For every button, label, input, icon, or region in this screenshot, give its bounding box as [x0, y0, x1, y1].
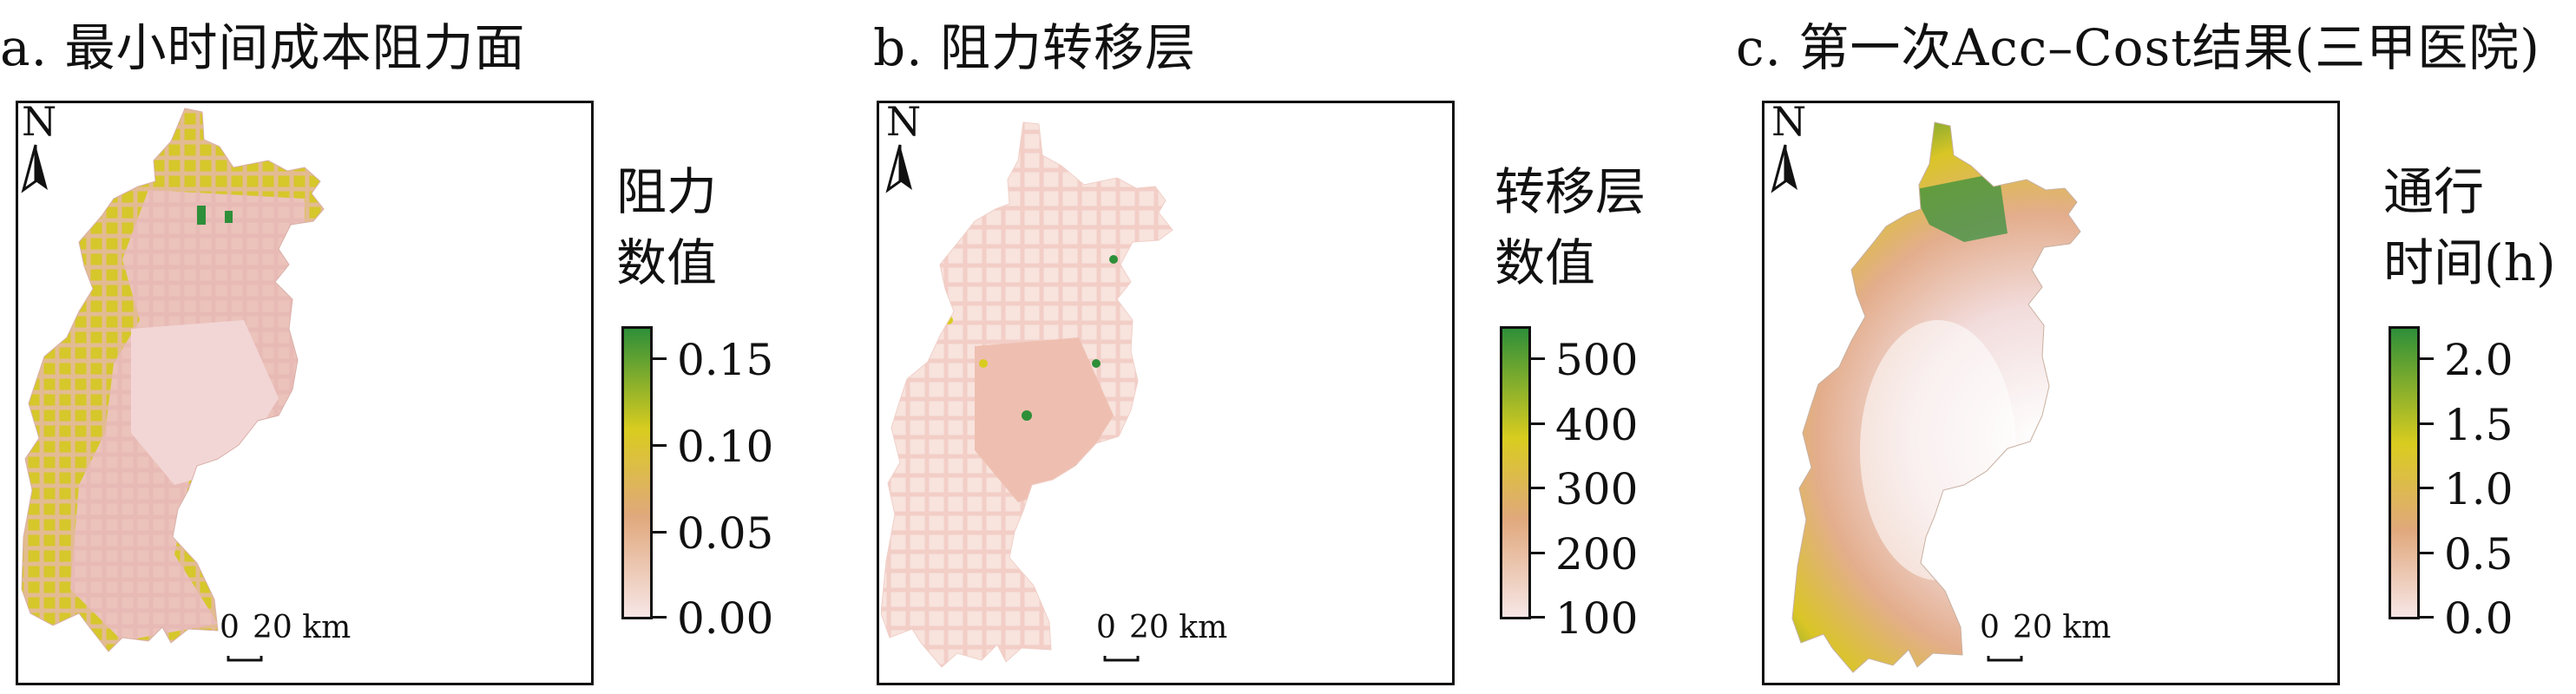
legend-a-title-line2: 数值 — [616, 233, 718, 292]
panel-b: b. 阻力转移层 — [873, 0, 1732, 694]
colorbar-c — [2389, 326, 2420, 619]
scale-bar — [1987, 656, 2023, 662]
legend-a-tick-2: 0.05 — [677, 508, 774, 559]
panel-a-map-frame: N 0 20 km — [16, 101, 594, 685]
north-arrow-icon — [1771, 144, 1797, 193]
north-label: N — [1771, 101, 1807, 145]
legend-c-title-line2: 时间(h) — [2383, 233, 2556, 292]
panel-a-map — [21, 108, 325, 662]
legend-a-title-line1: 阻力 — [616, 162, 718, 221]
scale-bar — [227, 656, 263, 662]
legend-c-tick-3: 0.5 — [2444, 529, 2514, 579]
legend-a-tick-1: 0.10 — [677, 422, 774, 472]
north-arrow-icon — [885, 144, 912, 193]
panel-a-title: a. 最小时间成本阻力面 — [0, 18, 526, 77]
scale-end-label: 20 km — [253, 610, 352, 645]
scale-bar — [1103, 656, 1140, 662]
legend-a-tick-3: 0.00 — [677, 593, 774, 644]
legend-c-title-line1: 通行 — [2383, 162, 2485, 221]
colorbar-a — [621, 326, 653, 619]
scale-start-label: 0 — [1980, 610, 2000, 645]
panel-c-map-frame: N 0 20 km — [1762, 101, 2340, 685]
legend-c-tick-0: 2.0 — [2444, 335, 2514, 385]
legend-b-title-line1: 转移层 — [1495, 162, 1646, 221]
north-arrow-icon — [21, 144, 48, 193]
panel-c-map — [1771, 121, 2081, 673]
legend-c-tick-1: 1.5 — [2444, 400, 2514, 450]
scale-start-label: 0 — [1096, 610, 1116, 645]
legend-b-tick-0: 500 — [1555, 335, 1639, 385]
scale-end-label: 20 km — [1129, 610, 1228, 645]
colorbar-b — [1500, 326, 1531, 619]
legend-b-tick-1: 400 — [1555, 400, 1639, 450]
panel-b-title: b. 阻力转移层 — [873, 18, 1197, 77]
legend-a-tick-0: 0.15 — [677, 335, 774, 385]
legend-b-tick-2: 300 — [1555, 464, 1639, 514]
panel-c-title: c. 第一次Acc–Cost结果(三甲医院) — [1736, 18, 2540, 77]
scale-start-label: 0 — [220, 610, 240, 645]
scale-end-label: 20 km — [2013, 610, 2112, 645]
panel-b-map — [880, 121, 1173, 668]
legend-b-title-line2: 数值 — [1495, 233, 1596, 292]
panel-c: c. 第一次Acc–Cost结果(三甲医院) — [1736, 0, 2576, 694]
north-label: N — [22, 101, 57, 145]
legend-b-tick-4: 100 — [1555, 593, 1639, 644]
panel-b-map-frame: N 0 20 km — [877, 101, 1455, 685]
legend-b-tick-3: 200 — [1555, 529, 1639, 579]
north-label: N — [886, 101, 922, 145]
legend-c-tick-2: 1.0 — [2444, 464, 2514, 514]
legend-c-tick-4: 0.0 — [2444, 593, 2514, 644]
panel-a: a. 最小时间成本阻力面 — [0, 0, 859, 694]
